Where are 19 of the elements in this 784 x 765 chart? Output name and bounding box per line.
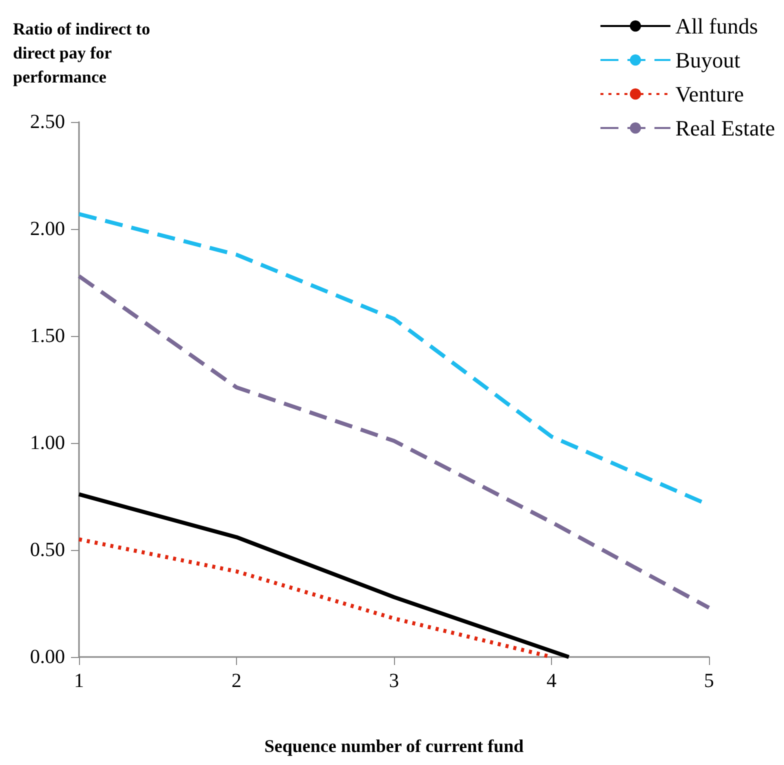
y-tick-label: 1.50: [30, 325, 65, 347]
legend-label: Venture: [675, 82, 744, 106]
y-axis-title: Ratio of indirect to direct pay for performance: [13, 20, 154, 86]
x-tick-label: 3: [389, 670, 399, 692]
y-tick-label: 0.50: [30, 539, 65, 561]
legend-label: Buyout: [675, 48, 740, 72]
x-tick-label: 4: [546, 670, 556, 692]
legend-label: All funds: [675, 14, 758, 38]
x-axis-title: Sequence number of current fund: [264, 736, 524, 756]
y-tick-label: 2.50: [30, 111, 65, 133]
line-series: [77, 274, 711, 610]
x-tick-label: 2: [232, 670, 242, 692]
x-tick-label: 1: [74, 670, 84, 692]
y-tick-label: 1.00: [30, 432, 65, 454]
legend-label: Real Estate: [675, 116, 776, 140]
x-tick-label: 5: [704, 670, 714, 692]
y-tick-label: 2.00: [30, 218, 65, 240]
y-tick-label: 0.00: [30, 646, 65, 668]
line-series: [77, 492, 571, 659]
